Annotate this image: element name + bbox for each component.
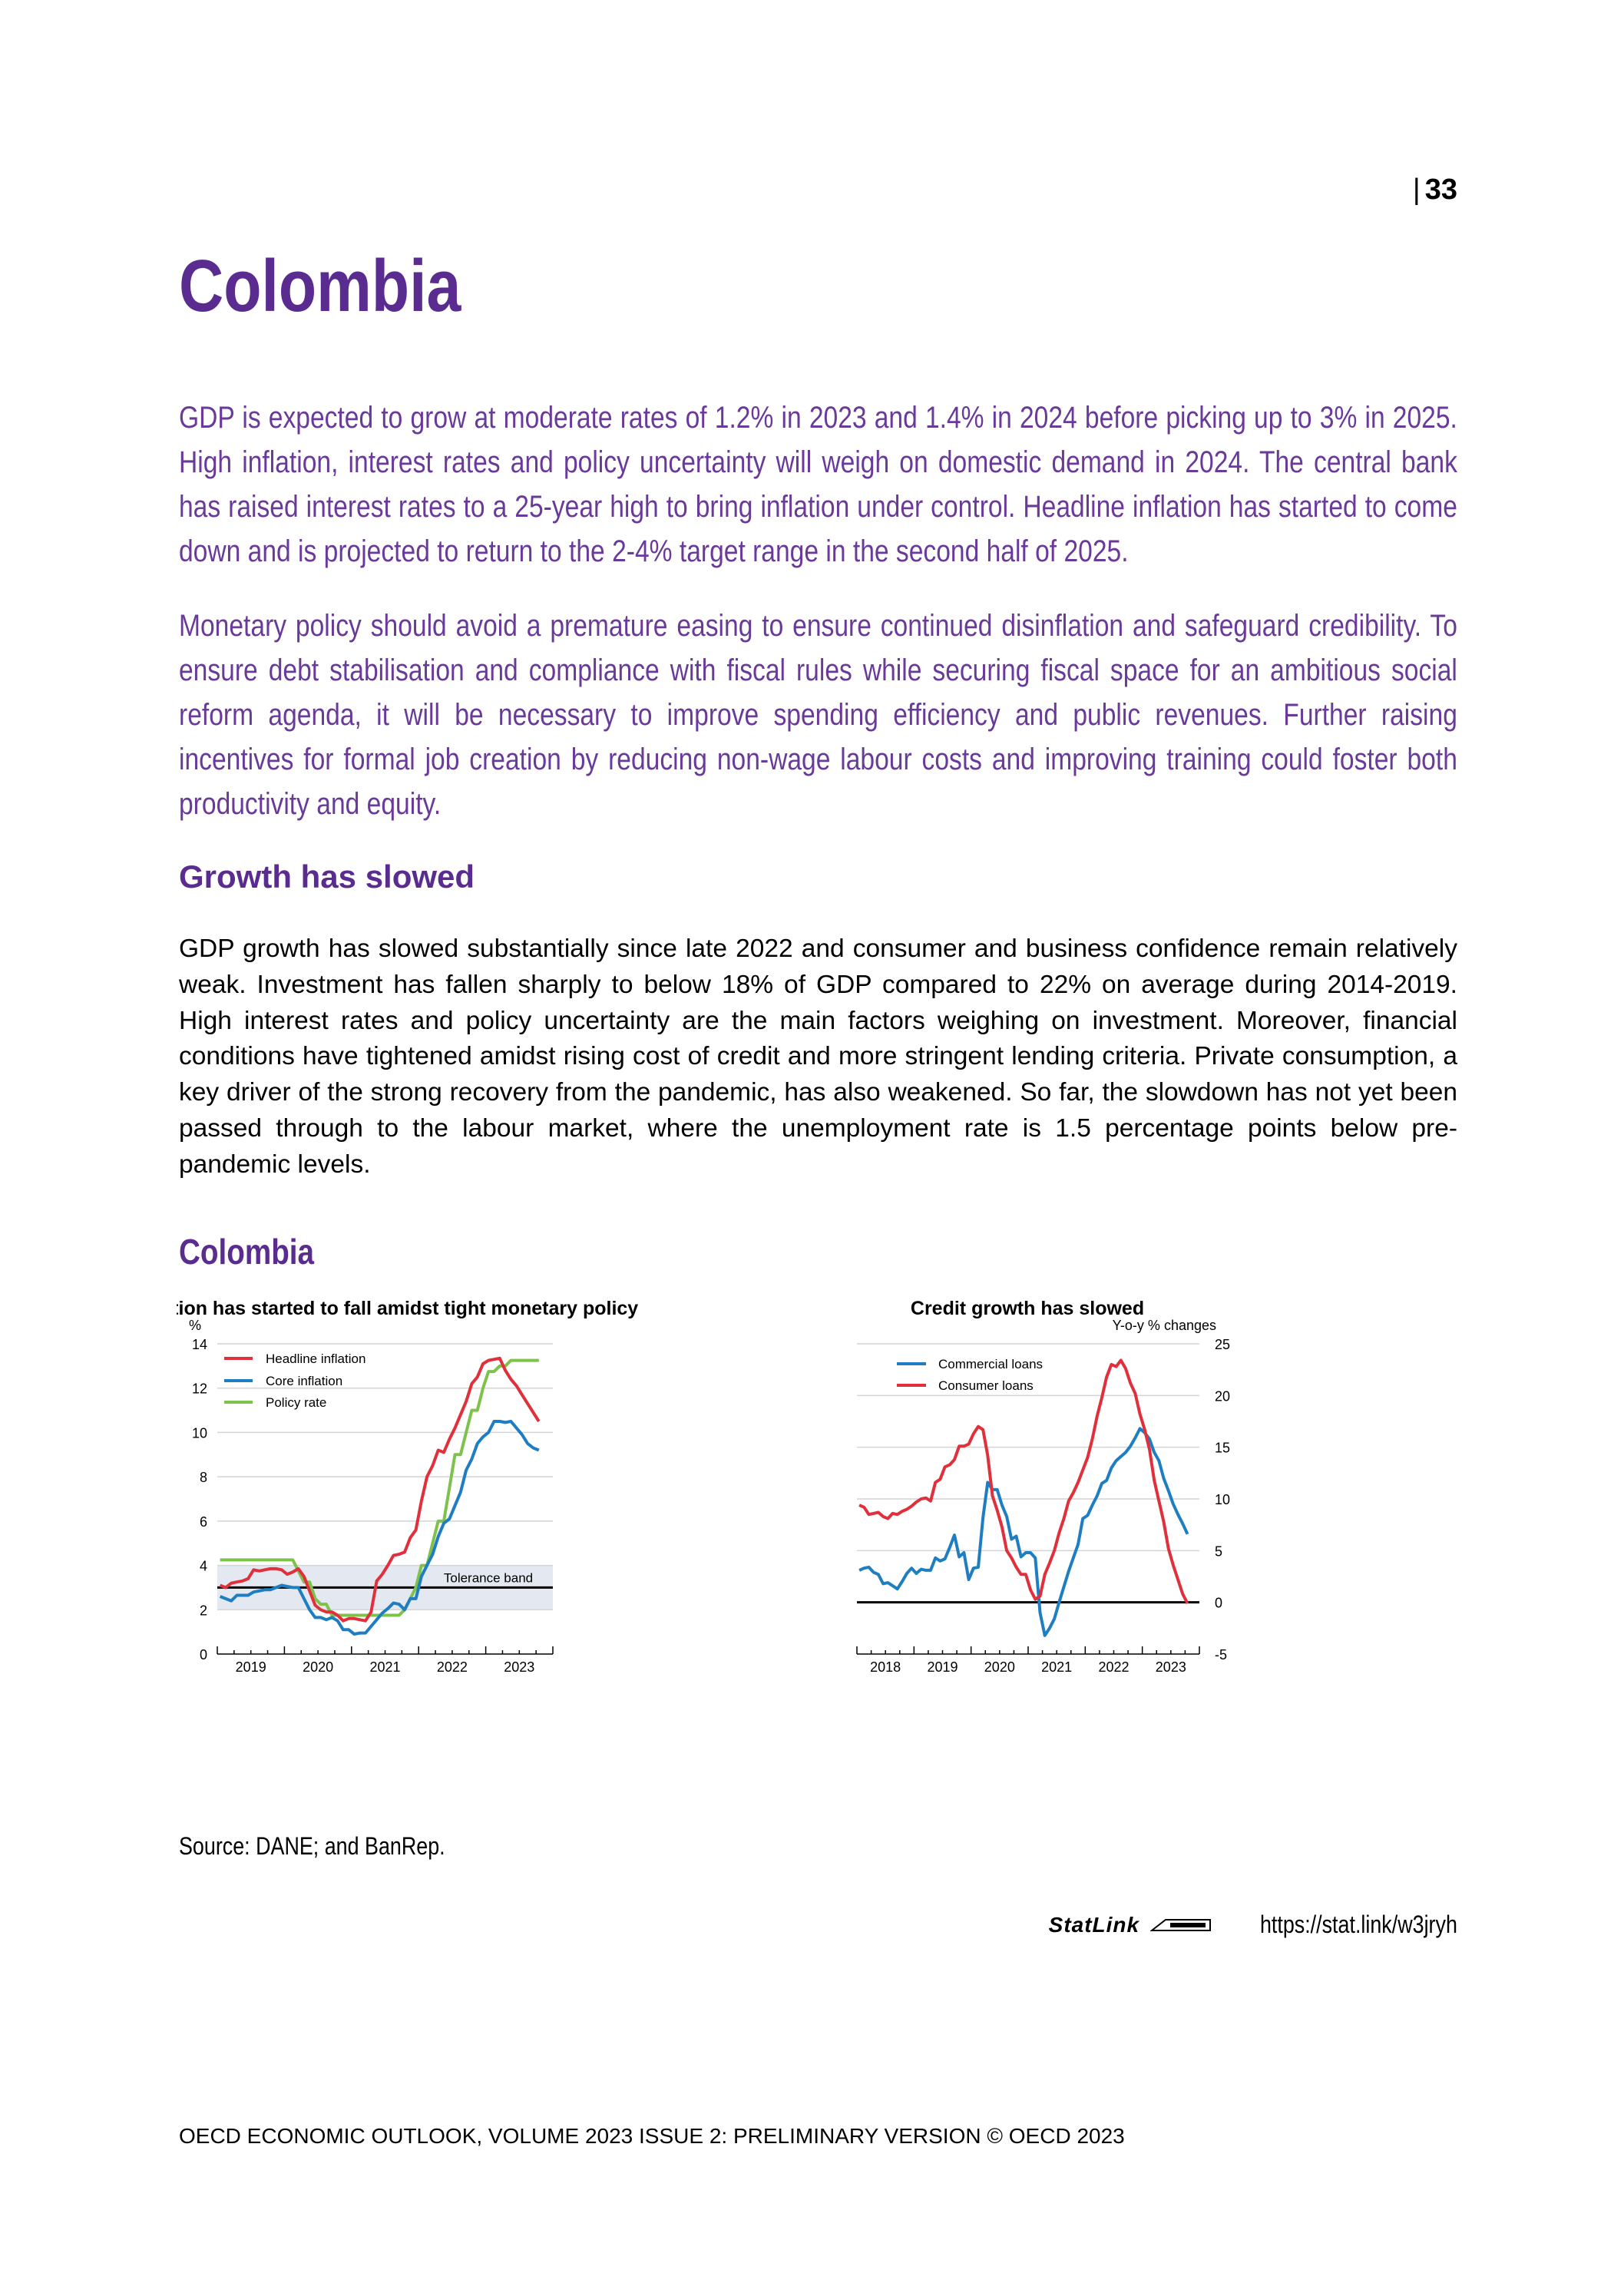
series-line-consumer-loans [858, 1358, 1189, 1604]
y-tick-label: 25 [1215, 1337, 1230, 1352]
y-tick-label: 8 [200, 1470, 207, 1485]
page-number: | 33 [1412, 174, 1457, 206]
series-line-commercial-loans [858, 1427, 1189, 1637]
y-tick-label: 15 [1215, 1441, 1230, 1456]
source-note: Source: DANE; and BanRep. [179, 1832, 445, 1860]
band-label: Tolerance band [444, 1570, 533, 1585]
body-paragraph: GDP growth has slowed substantially sinc… [179, 935, 1457, 1179]
x-tick-label: 2019 [927, 1659, 958, 1675]
legend-label: Policy rate [266, 1395, 326, 1410]
statlink[interactable]: StatLink https://stat.link/w3jryh [1049, 1911, 1457, 1939]
y-axis-unit: % [189, 1318, 201, 1333]
statlink-icon [1150, 1918, 1212, 1931]
chart-title: Inflation has started to fall amidst tig… [177, 1298, 638, 1319]
y-tick-label: 20 [1215, 1388, 1230, 1404]
x-tick-label: 2020 [303, 1659, 333, 1675]
credit-chart: Credit growth has slowed Y-o-y % changes… [856, 1298, 1230, 1675]
y-tick-label: 5 [1215, 1543, 1222, 1559]
y-tick-label: 14 [192, 1337, 207, 1352]
statlink-logo: StatLink [1048, 1912, 1140, 1937]
legend-label: Consumer loans [938, 1378, 1034, 1393]
x-tick-label: 2021 [1041, 1659, 1072, 1675]
y-tick-label: 10 [1215, 1492, 1230, 1507]
y-tick-label: 12 [192, 1381, 207, 1397]
x-tick-label: 2021 [369, 1659, 400, 1675]
section-heading: Growth has slowed [179, 859, 475, 895]
chart-title: Credit growth has slowed [911, 1298, 1144, 1319]
legend: Headline inflation Core inflation Policy… [224, 1351, 365, 1410]
y-tick-label: 0 [200, 1647, 207, 1662]
intro-paragraph-2: Monetary policy should avoid a premature… [179, 609, 1457, 821]
x-tick-label: 2020 [984, 1659, 1015, 1675]
legend-label: Headline inflation [266, 1351, 365, 1366]
legend: Commercial loans Consumer loans [897, 1357, 1043, 1393]
x-tick-label: 2023 [1156, 1659, 1186, 1675]
y-tick-label: 4 [200, 1559, 207, 1574]
statlink-url[interactable]: https://stat.link/w3jryh [1260, 1911, 1457, 1938]
y-tick-label: 2 [200, 1603, 207, 1618]
series-line-headline-inflation [219, 1356, 541, 1623]
figure-title: Colombia [179, 1232, 315, 1272]
legend-label: Commercial loans [938, 1357, 1043, 1371]
y-tick-label: 10 [192, 1425, 207, 1441]
legend-label: Core inflation [266, 1374, 342, 1388]
y-tick-label: 0 [1215, 1596, 1222, 1611]
intro-paragraph-1: GDP is expected to grow at moderate rate… [179, 401, 1457, 568]
x-tick-label: 2022 [437, 1659, 468, 1675]
y-axis-unit: Y-o-y % changes [1113, 1318, 1216, 1333]
x-tick-label: 2018 [870, 1659, 901, 1675]
page-footer: OECD ECONOMIC OUTLOOK, VOLUME 2023 ISSUE… [179, 2124, 1125, 2148]
separator: | [1412, 174, 1421, 206]
x-tick-label: 2019 [236, 1659, 266, 1675]
series-line-core-inflation [219, 1420, 540, 1636]
inflation-chart: Inflation has started to fall amidst tig… [177, 1298, 638, 1675]
y-tick-label: 6 [200, 1514, 207, 1530]
x-tick-label: 2022 [1098, 1659, 1129, 1675]
charts: Inflation has started to fall amidst tig… [177, 1298, 1230, 1675]
page-title: Colombia [179, 245, 461, 327]
x-tick-label: 2023 [504, 1659, 534, 1675]
y-tick-label: -5 [1215, 1647, 1227, 1662]
